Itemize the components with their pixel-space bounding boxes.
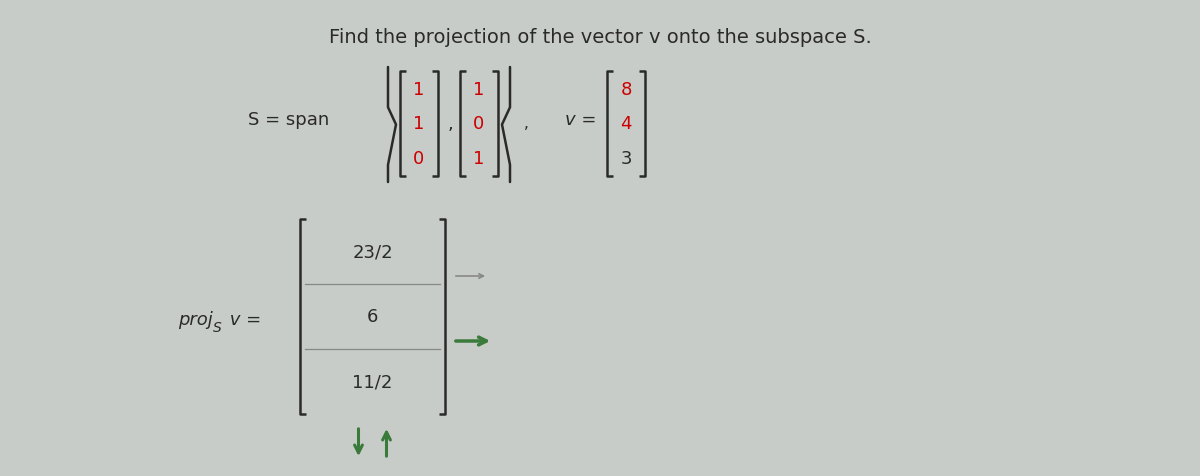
Text: 8: 8 [620,81,631,99]
Text: 4: 4 [620,115,631,133]
Text: 1: 1 [413,115,425,133]
Text: 1: 1 [413,81,425,99]
Text: 11/2: 11/2 [353,373,392,391]
Text: 23/2: 23/2 [352,243,392,261]
Text: 0: 0 [473,115,485,133]
Text: proj: proj [178,310,212,328]
Text: Find the projection of the vector v onto the subspace S.: Find the projection of the vector v onto… [329,28,871,47]
Text: 3: 3 [620,149,631,168]
Text: 0: 0 [413,149,425,168]
Text: v =: v = [224,310,262,328]
Text: S = span: S = span [248,111,329,129]
Text: S: S [214,320,222,334]
Text: 6: 6 [367,308,378,326]
Text: ,: , [448,115,454,133]
Text: ,: , [524,116,529,131]
Text: 1: 1 [473,81,485,99]
Text: 1: 1 [473,149,485,168]
Text: v =: v = [565,111,596,129]
